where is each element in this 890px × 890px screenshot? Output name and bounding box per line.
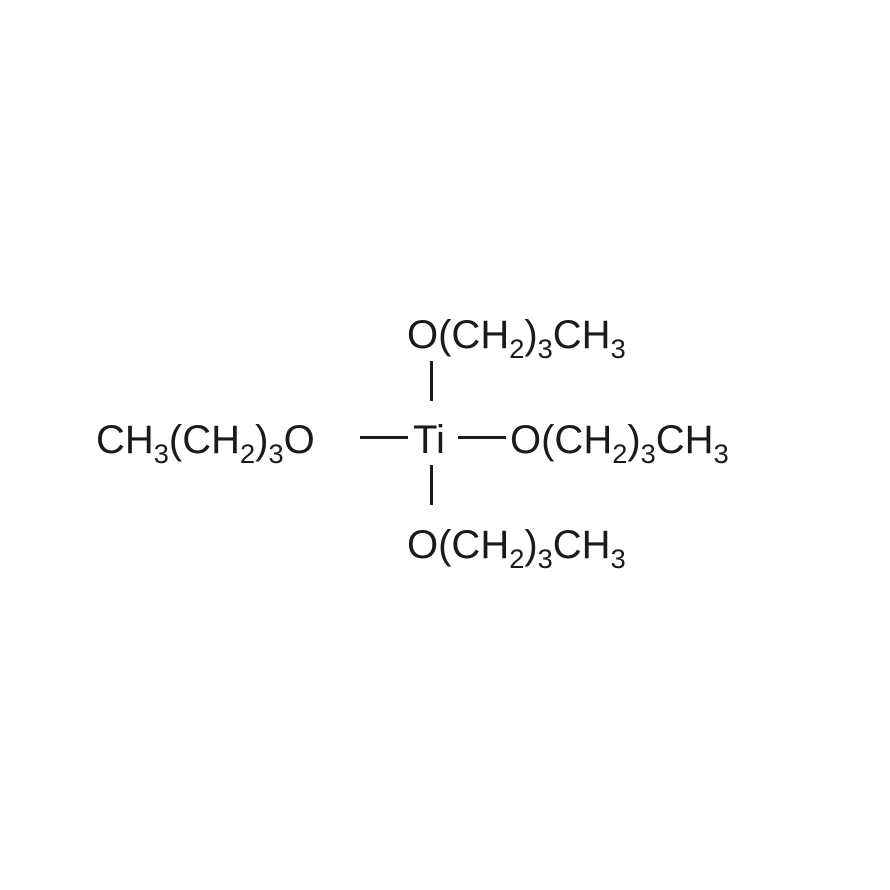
bond-bottom (430, 465, 433, 505)
chemical-structure-canvas: Ti O(CH2)3CH3 O(CH2)3CH3 O(CH2)3CH3 CH3(… (0, 0, 890, 890)
ligand-right: O(CH2)3CH3 (510, 418, 729, 469)
ligand-bottom: O(CH2)3CH3 (407, 523, 626, 574)
ti-label: Ti (413, 418, 445, 462)
bond-top (430, 361, 433, 401)
ligand-left: CH3(CH2)3O (96, 418, 315, 469)
center-atom: Ti (413, 418, 445, 463)
bond-left (360, 436, 408, 439)
bond-right (458, 436, 506, 439)
ligand-top: O(CH2)3CH3 (407, 313, 626, 364)
